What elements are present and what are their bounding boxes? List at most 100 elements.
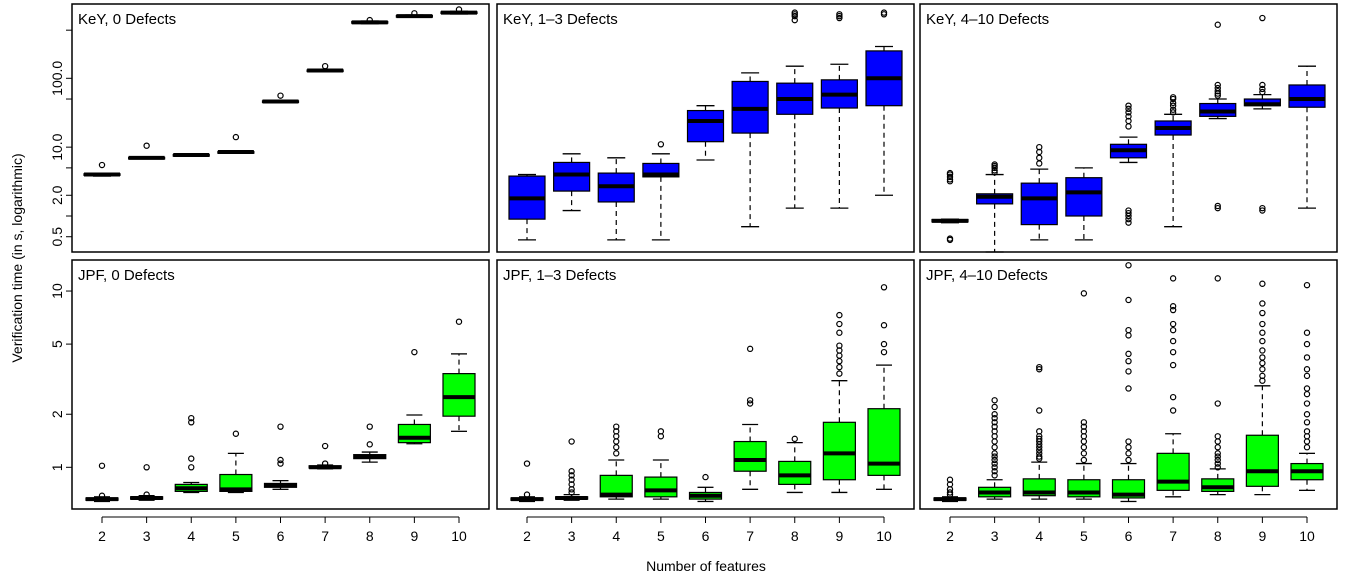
outlier-point — [991, 453, 998, 460]
outlier-point — [366, 441, 373, 448]
panel-3: KeY, 4–10 Defects — [919, 3, 1338, 253]
outlier-point — [143, 491, 150, 498]
panel-5: JPF, 1–3 Defects 2 3 4 5 6 7 8 9 10 — [496, 259, 915, 544]
outlier-point — [657, 141, 665, 148]
box-4 — [1020, 143, 1058, 241]
outlier-point — [1214, 81, 1221, 89]
box-8 — [776, 9, 814, 209]
x-tick-label: 2 — [946, 528, 954, 544]
outlier-point — [568, 472, 575, 479]
outlier-point — [880, 9, 888, 16]
outlier-point — [1080, 290, 1088, 297]
box-9 — [820, 11, 858, 209]
box-5 — [642, 141, 680, 241]
outlier-point — [1125, 102, 1132, 109]
box-4 — [172, 152, 210, 157]
box-2 — [933, 476, 967, 503]
box — [1020, 182, 1058, 226]
outlier-point — [1036, 447, 1043, 454]
outlier-point — [946, 476, 954, 483]
panel-2: KeY, 1–3 Defects — [496, 3, 915, 253]
outlier-point — [1303, 390, 1311, 398]
outlier-point — [1125, 215, 1132, 223]
outlier-point — [1214, 450, 1221, 457]
outlier-point — [366, 16, 373, 24]
box-9 — [822, 311, 856, 494]
box-5 — [644, 428, 678, 500]
outlier-point — [1169, 94, 1177, 101]
box — [219, 473, 253, 492]
outlier-point — [411, 348, 418, 356]
box — [553, 161, 591, 192]
x-tick-label: 3 — [991, 528, 999, 544]
outlier-point — [1125, 357, 1132, 365]
box-5 — [1067, 290, 1101, 500]
outlier-point — [1259, 366, 1266, 373]
outlier-point — [1036, 154, 1043, 162]
outlier-point — [1259, 81, 1266, 89]
x-tick-label: 9 — [1258, 528, 1266, 544]
x-axis-label: Number of features — [646, 558, 766, 574]
outlier-point — [321, 62, 329, 70]
outlier-point — [746, 345, 754, 353]
outlier-point — [1214, 87, 1221, 95]
outlier-point — [1080, 438, 1088, 445]
box — [1065, 177, 1103, 217]
outlier-point — [991, 464, 998, 471]
outlier-point — [946, 169, 954, 177]
outlier-point — [568, 476, 575, 483]
outlier-point — [1080, 423, 1088, 430]
outlier-point — [836, 320, 843, 328]
box-3 — [128, 142, 166, 160]
outlier-point — [836, 357, 843, 365]
outlier-point — [1259, 320, 1266, 328]
outlier-point — [411, 10, 418, 17]
outlier-point — [946, 489, 954, 496]
outlier-point — [98, 161, 106, 169]
x-tick-label: 7 — [321, 528, 329, 544]
outlier-point — [1169, 348, 1177, 356]
outlier-point — [1125, 262, 1132, 269]
outlier-point — [455, 6, 463, 13]
outlier-point — [1125, 332, 1132, 339]
outlier-point — [1214, 275, 1221, 282]
outlier-point — [1303, 372, 1311, 380]
outlier-point — [1036, 143, 1043, 151]
outlier-point — [1036, 363, 1043, 371]
y-tick-label: 10 — [49, 283, 65, 299]
x-tick-label: 6 — [277, 528, 285, 544]
box-3 — [130, 464, 164, 501]
outlier-point — [1303, 281, 1311, 289]
panel-1: KeY, 0 Defects 0.5 2.0 10.0 100.0 — [49, 3, 490, 253]
outlier-point — [1125, 105, 1132, 113]
box-3 — [976, 161, 1014, 253]
outlier-point — [991, 419, 998, 426]
outlier-point — [991, 397, 998, 404]
box — [1201, 478, 1235, 492]
outlier-point — [188, 464, 195, 471]
outlier-point — [1303, 340, 1311, 348]
x-tick-label: 8 — [1214, 528, 1222, 544]
outlier-point — [1036, 407, 1043, 414]
box — [1288, 84, 1326, 108]
box-3 — [555, 438, 589, 501]
box-4 — [174, 414, 208, 494]
box-4 — [1022, 363, 1056, 500]
box-2 — [85, 462, 119, 503]
outlier-point — [143, 142, 150, 149]
y-axis-label: Verification time (in s, logarithmic) — [9, 153, 25, 362]
outlier-point — [1125, 368, 1132, 375]
outlier-point — [1169, 337, 1177, 345]
outlier-point — [1125, 350, 1132, 358]
box-5 — [219, 430, 253, 494]
outlier-point — [1303, 428, 1311, 435]
outlier-point — [613, 423, 620, 430]
box-10 — [442, 318, 476, 432]
box-2 — [931, 169, 969, 244]
outlier-point — [1214, 456, 1221, 464]
outlier-point — [1259, 354, 1266, 361]
box-9 — [1243, 14, 1281, 214]
outlier-point — [1303, 438, 1311, 445]
panel-title: KeY, 4–10 Defects — [926, 11, 1049, 28]
outlier-point — [188, 419, 195, 426]
